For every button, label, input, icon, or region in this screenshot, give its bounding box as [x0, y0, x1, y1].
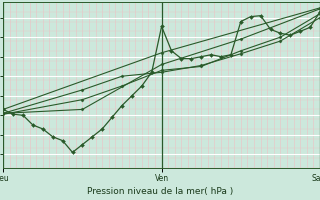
Text: Pression niveau de la mer( hPa ): Pression niveau de la mer( hPa ) [87, 187, 233, 196]
